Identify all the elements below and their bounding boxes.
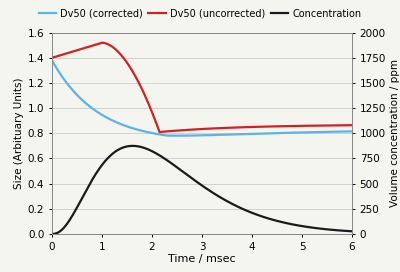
Dv50 (corrected) <box>182 134 187 137</box>
Dv50 (corrected) <box>176 134 180 137</box>
Dv50 (corrected) <box>289 131 294 134</box>
Dv50 (corrected) <box>171 134 176 137</box>
Dv50 (corrected) <box>350 130 354 133</box>
Concentration <box>50 232 54 236</box>
Line: Dv50 (corrected): Dv50 (corrected) <box>52 60 352 136</box>
Concentration <box>130 144 135 147</box>
Dv50 (uncorrected) <box>290 124 294 128</box>
Dv50 (uncorrected) <box>50 56 54 60</box>
Dv50 (uncorrected) <box>172 129 176 132</box>
Legend: Dv50 (corrected), Dv50 (uncorrected), Concentration: Dv50 (corrected), Dv50 (uncorrected), Co… <box>35 5 365 23</box>
Dv50 (corrected) <box>50 59 54 62</box>
Dv50 (uncorrected) <box>256 125 261 128</box>
Dv50 (corrected) <box>256 132 261 135</box>
Concentration <box>182 171 187 174</box>
Concentration <box>80 195 85 199</box>
Y-axis label: Volume concentration / ppm: Volume concentration / ppm <box>390 59 400 207</box>
Dv50 (corrected) <box>284 131 289 134</box>
Dv50 (corrected) <box>80 99 85 102</box>
Dv50 (uncorrected) <box>100 41 104 44</box>
Dv50 (uncorrected) <box>182 128 187 132</box>
Dv50 (uncorrected) <box>157 130 162 134</box>
Line: Dv50 (uncorrected): Dv50 (uncorrected) <box>52 43 352 132</box>
Concentration <box>256 214 261 217</box>
X-axis label: Time / msec: Time / msec <box>168 254 236 264</box>
Dv50 (uncorrected) <box>80 47 85 50</box>
Dv50 (uncorrected) <box>350 123 354 127</box>
Y-axis label: Size (Arbituary Units): Size (Arbituary Units) <box>14 78 24 189</box>
Line: Concentration: Concentration <box>52 146 352 234</box>
Concentration <box>289 222 294 226</box>
Concentration <box>350 230 354 233</box>
Dv50 (uncorrected) <box>284 125 289 128</box>
Concentration <box>284 221 289 225</box>
Concentration <box>171 163 176 166</box>
